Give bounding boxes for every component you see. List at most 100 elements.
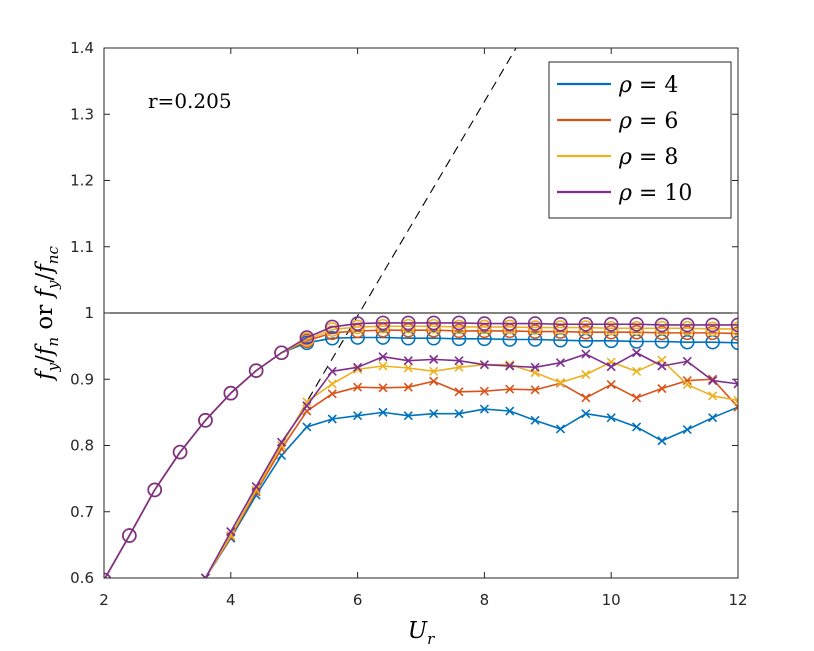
legend-operator: = [632, 109, 664, 134]
y-axis-label-sep: / [32, 272, 58, 280]
cross-marker [530, 362, 540, 372]
circle-marker [451, 315, 467, 331]
cross-marker [200, 573, 211, 578]
legend-operator: = [632, 181, 664, 206]
legend-entry: ρ = 8 [557, 145, 678, 170]
circle-marker [324, 330, 340, 346]
y-axis-label-base: f [32, 343, 58, 357]
cross-marker [403, 382, 413, 392]
cross-stroke [733, 405, 738, 412]
circle-marker [654, 325, 670, 341]
cross-stroke [606, 413, 616, 423]
circle-marker [553, 316, 568, 332]
circle-marker [603, 316, 619, 332]
y-tick-label: 1 [84, 304, 94, 322]
cross-stroke [581, 349, 591, 359]
cross-marker [505, 406, 515, 416]
circle-marker [629, 316, 644, 332]
cross-marker [454, 409, 464, 419]
y-axis-label: fy/fn or fy/fnc [32, 246, 62, 382]
strouhal-line [300, 48, 517, 413]
circle-marker [527, 332, 543, 347]
cross-stroke [403, 363, 413, 373]
x-tick-label: 2 [99, 591, 109, 609]
x-tick-label: 10 [602, 591, 621, 609]
y-axis-label-sub: n [44, 337, 62, 347]
cross-marker [353, 362, 363, 372]
y-axis-label-sub: y [44, 362, 62, 372]
cross-stroke [403, 411, 413, 421]
cross-marker [606, 379, 616, 390]
cross-stroke [378, 407, 388, 417]
circle-marker [477, 331, 492, 347]
y-tick-label: 1.3 [70, 105, 94, 123]
cross-marker [479, 404, 489, 414]
circle-marker [401, 330, 416, 346]
cross-stroke [403, 382, 413, 392]
circle-marker [527, 320, 543, 335]
cross-stroke [302, 397, 312, 407]
cross-marker [631, 348, 642, 358]
x-axis-label-base: U [408, 618, 429, 644]
cross-marker [530, 415, 540, 425]
cross-stroke [327, 366, 337, 376]
circle-marker [350, 316, 365, 331]
circle-marker [705, 325, 720, 341]
cross-stroke [302, 401, 312, 411]
x-axis-label: Ur [408, 618, 435, 648]
cross-marker [581, 349, 591, 359]
circle-marker [629, 324, 644, 340]
y-axis-label-base: f [32, 285, 58, 299]
series-line-crosses [204, 406, 738, 578]
cross-marker [378, 407, 388, 417]
cross-stroke [733, 382, 738, 389]
cross-marker [581, 370, 591, 380]
cross-marker [378, 352, 388, 362]
legend-operator: = [632, 73, 664, 98]
circle-marker [375, 315, 391, 331]
cross-stroke [657, 383, 667, 394]
series-line-crosses [204, 351, 738, 578]
cross-stroke [327, 389, 337, 399]
circle-marker [122, 528, 137, 543]
y-tick-label: 1.4 [70, 39, 94, 57]
cross-stroke [276, 450, 287, 461]
cross-stroke [429, 366, 439, 376]
cross-stroke [505, 384, 515, 394]
circle-marker [629, 320, 644, 336]
cross-stroke [733, 399, 738, 406]
cross-stroke [733, 395, 738, 402]
cross-marker [403, 356, 413, 366]
circle-marker [603, 320, 619, 336]
cross-stroke [505, 406, 515, 416]
cross-marker [479, 360, 489, 370]
cross-stroke [733, 402, 738, 409]
cross-stroke [682, 376, 692, 386]
cross-marker [429, 354, 439, 364]
cross-stroke [454, 362, 464, 372]
legend-symbol: ρ [618, 109, 632, 134]
circle-marker [451, 323, 467, 339]
cross-stroke [403, 356, 413, 366]
y-axis-label-base: f [32, 261, 58, 275]
cross-marker [505, 360, 515, 370]
cross-marker [631, 366, 642, 376]
cross-marker [327, 389, 337, 399]
circle-marker [223, 385, 239, 401]
circle-marker [324, 319, 340, 335]
y-axis-label-sub: nc [44, 246, 62, 265]
y-tick-label: 0.6 [70, 569, 94, 587]
cross-stroke [353, 382, 363, 392]
cross-stroke [631, 366, 642, 376]
legend-symbol: ρ [618, 145, 632, 170]
cross-stroke [302, 422, 312, 432]
cross-marker [454, 387, 464, 397]
y-tick-label: 0.9 [70, 370, 94, 388]
cross-marker [276, 437, 287, 447]
cross-stroke [505, 360, 515, 370]
cross-stroke [479, 404, 489, 414]
cross-marker [657, 383, 667, 394]
circle-marker [426, 330, 441, 346]
cross-stroke [429, 376, 439, 386]
